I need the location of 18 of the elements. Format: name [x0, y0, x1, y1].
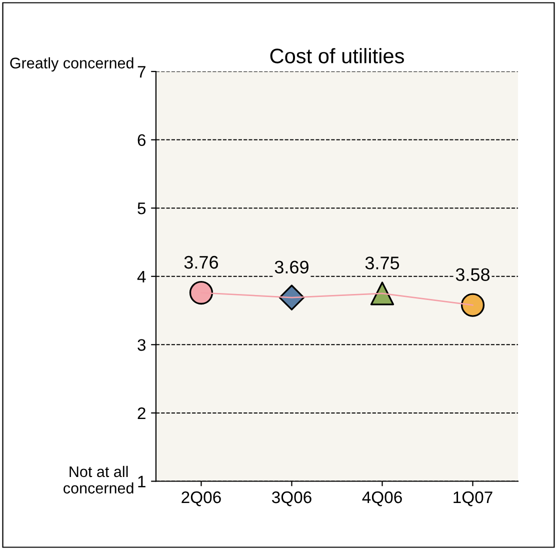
y-tick-label: 4 [137, 270, 146, 282]
x-tick-label: 2Q06 [182, 491, 221, 506]
text: Not at all concerned [64, 466, 134, 494]
x-tick-label: 3Q06 [272, 491, 312, 506]
text: Greatly concerned [10, 57, 134, 72]
y-tick-label: 2 [138, 407, 146, 419]
data-label: 3.75 [365, 256, 400, 270]
y-tick-label: 3 [138, 339, 146, 351]
data-label: 3.58 [456, 268, 490, 281]
y-tick-label: 5 [138, 202, 146, 214]
x-tick-label: 4Q06 [362, 491, 402, 506]
y-tick-label: 7 [138, 66, 146, 78]
y-tick-label: 6 [138, 134, 146, 146]
data-label: 3.76 [184, 256, 218, 269]
chart-title: Cost of utilities [270, 48, 404, 64]
data-label: 3.69 [274, 260, 308, 274]
y-tick-label: 1 [138, 476, 146, 488]
x-tick-label: 1Q07 [454, 491, 492, 506]
